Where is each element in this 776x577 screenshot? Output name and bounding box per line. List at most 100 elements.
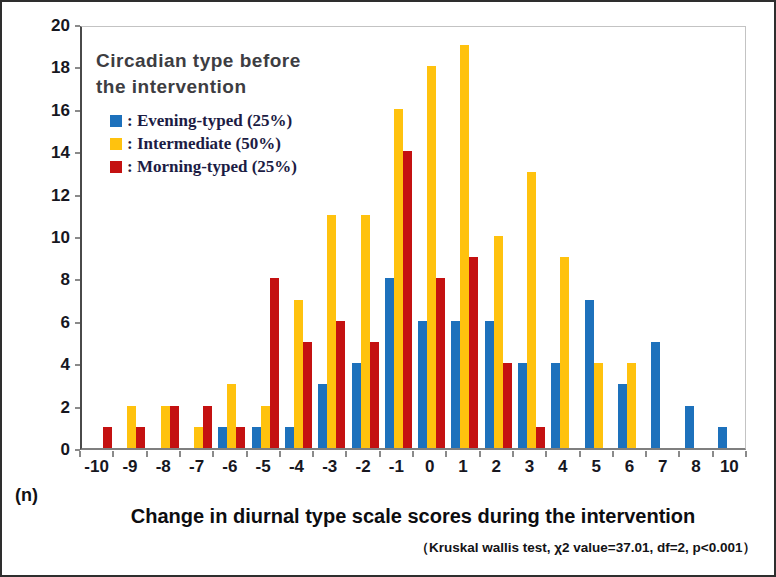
bar-group--3 bbox=[315, 27, 348, 448]
y-tick-label: 6 bbox=[26, 313, 70, 333]
x-axis-tick bbox=[612, 451, 614, 457]
bar bbox=[436, 278, 445, 448]
bar bbox=[361, 215, 370, 448]
x-tick-label: -4 bbox=[280, 457, 313, 477]
morning-swatch-icon bbox=[110, 161, 122, 173]
y-axis-unit-label: (n) bbox=[15, 485, 38, 506]
y-axis-tick bbox=[75, 364, 80, 366]
bar-group--1 bbox=[382, 27, 415, 448]
bar bbox=[161, 406, 170, 448]
legend-item-morning-label: : Morning-typed (25%) bbox=[127, 157, 297, 177]
bar bbox=[194, 427, 203, 448]
evening-swatch-icon bbox=[110, 115, 122, 127]
legend-title-line2: the intervention bbox=[96, 74, 301, 100]
x-tick-label: 7 bbox=[646, 457, 679, 477]
x-axis-tick bbox=[712, 451, 714, 457]
bar bbox=[485, 321, 494, 448]
x-axis-tick bbox=[479, 451, 481, 457]
bar bbox=[136, 427, 145, 448]
x-axis-tick bbox=[445, 451, 447, 457]
y-tick-label: 20 bbox=[26, 16, 70, 36]
bar bbox=[585, 300, 594, 448]
y-axis-tick bbox=[75, 110, 80, 112]
legend-title-line1: Circadian type before bbox=[96, 48, 301, 74]
bar bbox=[270, 278, 279, 448]
x-axis-tick bbox=[246, 451, 248, 457]
legend-items: : Evening-typed (25%) : Intermediate (50… bbox=[110, 109, 301, 178]
y-axis-tick bbox=[75, 195, 80, 197]
bar bbox=[403, 151, 412, 448]
bar bbox=[103, 427, 112, 448]
x-axis-tick bbox=[345, 451, 347, 457]
y-tick-label: 12 bbox=[26, 186, 70, 206]
bar bbox=[527, 172, 536, 448]
y-axis-tick bbox=[75, 279, 80, 281]
bar bbox=[469, 257, 478, 448]
x-tick-label: -2 bbox=[346, 457, 379, 477]
x-axis-tick bbox=[678, 451, 680, 457]
bar bbox=[336, 321, 345, 448]
bar bbox=[370, 342, 379, 448]
x-axis-tick bbox=[645, 451, 647, 457]
x-axis-tick bbox=[579, 451, 581, 457]
x-tick-label: 0 bbox=[413, 457, 446, 477]
x-tick-label: 1 bbox=[446, 457, 479, 477]
x-tick-label: -1 bbox=[380, 457, 413, 477]
x-tick-label: 3 bbox=[513, 457, 546, 477]
bar bbox=[170, 406, 179, 448]
x-axis-tick bbox=[279, 451, 281, 457]
bar bbox=[203, 406, 212, 448]
x-tick-label: -5 bbox=[247, 457, 280, 477]
y-tick-label: 4 bbox=[26, 355, 70, 375]
bar bbox=[303, 342, 312, 448]
x-tick-label: 2 bbox=[480, 457, 513, 477]
y-axis-tick bbox=[75, 25, 80, 27]
bar bbox=[536, 427, 545, 448]
y-axis-tick bbox=[75, 237, 80, 239]
y-axis-tick bbox=[75, 152, 80, 154]
bar bbox=[252, 427, 261, 448]
x-axis-tick bbox=[412, 451, 414, 457]
x-tick-label: -8 bbox=[147, 457, 180, 477]
bar bbox=[385, 278, 394, 448]
bar bbox=[394, 109, 403, 448]
bar bbox=[352, 363, 361, 448]
bar bbox=[327, 215, 336, 448]
y-axis-tick bbox=[75, 322, 80, 324]
bar bbox=[236, 427, 245, 448]
chart-figure: Circadian type before the intervention :… bbox=[0, 0, 776, 577]
bar-group-2 bbox=[482, 27, 515, 448]
bar bbox=[503, 363, 512, 448]
x-axis-tick bbox=[146, 451, 148, 457]
x-axis-tick bbox=[745, 451, 747, 457]
bar bbox=[294, 300, 303, 448]
legend-item-morning: : Morning-typed (25%) bbox=[110, 155, 301, 178]
x-tick-label: -3 bbox=[313, 457, 346, 477]
x-axis-tick bbox=[179, 451, 181, 457]
y-tick-label: 0 bbox=[26, 440, 70, 460]
bar bbox=[551, 363, 560, 448]
bar-group--2 bbox=[348, 27, 381, 448]
y-tick-label: 14 bbox=[26, 143, 70, 163]
legend-item-intermediate-label: : Intermediate (50%) bbox=[127, 134, 281, 154]
y-tick-label: 10 bbox=[26, 228, 70, 248]
legend: Circadian type before the intervention :… bbox=[96, 48, 301, 178]
bar bbox=[285, 427, 294, 448]
bar-group-5 bbox=[582, 27, 615, 448]
bar bbox=[627, 363, 636, 448]
bar bbox=[427, 66, 436, 448]
bar bbox=[261, 406, 270, 448]
x-tick-label: 5 bbox=[580, 457, 613, 477]
y-tick-label: 16 bbox=[26, 101, 70, 121]
bar-group-3 bbox=[515, 27, 548, 448]
bar-group-7 bbox=[648, 27, 681, 448]
legend-item-evening-label: : Evening-typed (25%) bbox=[127, 111, 292, 131]
bar-group-1 bbox=[448, 27, 481, 448]
y-axis-tick bbox=[75, 407, 80, 409]
x-axis-tick bbox=[312, 451, 314, 457]
x-axis-tick bbox=[379, 451, 381, 457]
bar bbox=[560, 257, 569, 448]
x-axis-tick bbox=[112, 451, 114, 457]
x-tick-label: 8 bbox=[679, 457, 712, 477]
bar bbox=[318, 384, 327, 448]
